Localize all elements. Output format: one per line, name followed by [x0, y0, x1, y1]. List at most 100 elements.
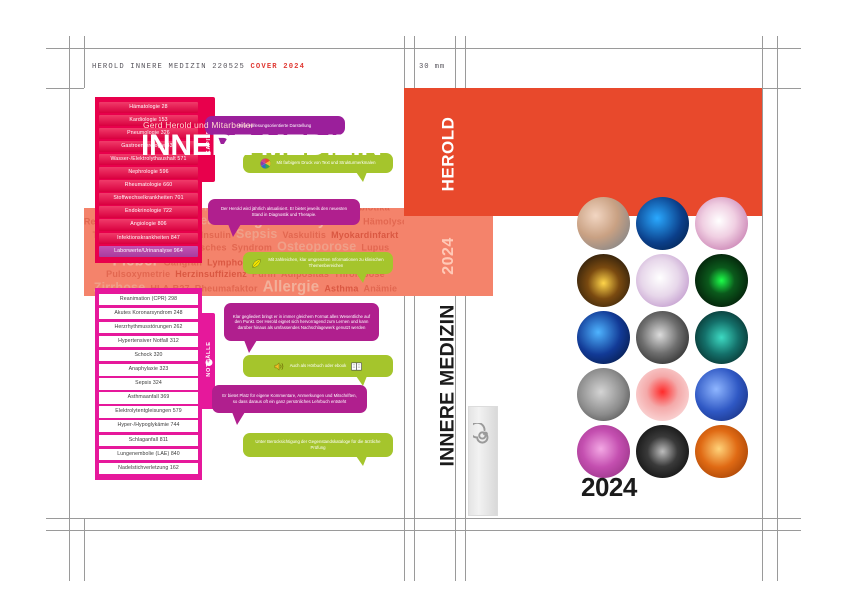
skin-lesion-photo [636, 368, 689, 421]
emergency-item[interactable]: Sepsis 324 [99, 377, 198, 390]
spine-year: 2024 [404, 218, 493, 294]
job-ticket-header: HEROLD INNERE MEDIZIN 220525 COVER 2024 [92, 60, 482, 74]
chapter-item[interactable]: Pneumologie 326 [99, 127, 198, 140]
child-xray-photo [577, 197, 630, 250]
feature-bubble-2-text: Mit farbigem Druck von Text und Struktur… [276, 160, 376, 166]
emergency-item[interactable]: Hypertensiver Notfall 312 [99, 334, 198, 348]
bubble-tail [356, 456, 367, 466]
bubble-tail [232, 412, 245, 425]
feature-bubble-8: Unter Berücksichtigung der Gegenstandska… [243, 433, 393, 466]
crop-mark-vertical [404, 36, 405, 581]
back-cover-word: Rheumafaktor [194, 282, 258, 294]
emergency-index-column[interactable]: Reanimation (CPR) 298 Akutes Koronarsyndr… [95, 288, 202, 480]
feature-bubble-7: Er bietet Platz für eigene Kommentare, A… [212, 385, 367, 425]
feature-bubble-4: Mit zahlreichen, klar umgrenzten Informa… [243, 252, 393, 283]
back-cover-word: Insulin [200, 229, 232, 240]
cover-layout: PanzytopenieKoronarsyndromCABGTelomerHyp… [84, 88, 762, 518]
chapter-item[interactable]: Kardiologie 153 [99, 114, 198, 127]
back-cover-word: Syndrom [231, 242, 273, 253]
emergency-item[interactable]: Schlaganfall 811 [99, 433, 198, 447]
back-cover-word: Vaskulitis [282, 229, 327, 240]
back-cover-word: Myokardinfarkt [331, 229, 399, 240]
spine-brand-text: HEROLD [438, 116, 458, 192]
crop-mark-vertical [777, 36, 778, 581]
feature-bubble-5: Klar gegliedert bringt er in immer gleic… [224, 303, 379, 353]
spine-year-text: 2024 [439, 237, 457, 275]
bubble-tail [356, 172, 367, 182]
histology-stain-micrograph [577, 425, 630, 478]
front-cover-author: Gerd Herold und Mitarbeiter [143, 120, 254, 130]
emergency-item[interactable]: Asthmaanfall 369 [99, 391, 198, 404]
feature-bubble-7-text: Er bietet Platz für eigene Kommentare, A… [222, 393, 357, 404]
feature-bubble-3-text: Der Herold wird jährlich aktualisiert. E… [220, 206, 348, 217]
feature-bubble-4-text: Mit zahlreichen, klar umgrenzten Informa… [268, 257, 384, 268]
xray-grayscale-image [577, 368, 630, 421]
book-icon [351, 361, 363, 372]
leaf-icon [251, 258, 262, 269]
feature-bubble-2: Mit farbigem Druck von Text und Struktur… [243, 153, 393, 182]
back-cover-word: Osteoporose [277, 239, 357, 254]
bubble-tail [356, 273, 367, 283]
feature-bubble-5-text: Klar gegliedert bringt er in immer gleic… [232, 313, 371, 330]
emergency-item[interactable]: Reanimation (CPR) 298 [99, 292, 198, 306]
chapter-item[interactable]: Laborwerte/Urinanalyse 964 [99, 245, 198, 258]
spine-title-text: INNERE MEDIZIN [437, 303, 459, 467]
feature-bubble-6: Auch als Hörbuch oder ebook [243, 355, 393, 386]
emergency-item[interactable]: Anaphylaxie 323 [99, 363, 198, 376]
front-cover-year: 2024 [581, 472, 637, 502]
job-ticket-cover: COVER [250, 63, 278, 71]
ecg-trace-image [695, 254, 748, 307]
back-cover-word: Hämolyse [363, 215, 404, 227]
ambulance-emergency-photo [577, 311, 630, 364]
spine-width-label: 30 mm [419, 63, 446, 71]
chapter-item[interactable]: Wasser-/Elektrolythaushalt 571 [99, 153, 198, 166]
chapter-item[interactable]: Nephrologie 596 [99, 167, 198, 179]
spine-brand: HEROLD [404, 104, 493, 204]
chapter-item[interactable]: Rheumatologie 660 [99, 180, 198, 192]
emergency-item[interactable]: Akutes Koronarsyndrom 248 [99, 306, 198, 320]
crop-mark-horizontal [46, 530, 801, 531]
emergency-item[interactable]: Nadelstichverletzung 162 [99, 461, 198, 475]
chapter-item[interactable]: Endokrinologie 722 [99, 206, 198, 218]
emergency-item[interactable]: Schock 320 [99, 348, 198, 362]
crop-mark-vertical [414, 36, 415, 581]
blood-smear-micrograph [695, 197, 748, 250]
chapter-item[interactable]: Gastroenterologie 432 [99, 140, 198, 153]
emergency-item[interactable]: Herzrhythmusstörungen 262 [99, 320, 198, 334]
back-cover-word: Sepsis [236, 225, 278, 241]
ultrasound-doppler-image [577, 254, 630, 307]
bacteria-micrograph [636, 197, 689, 250]
spiral-icon [473, 423, 489, 444]
job-ticket-name: HEROLD INNERE MEDIZIN 220525 [92, 63, 251, 71]
feature-bubble-6-text: Auch als Hörbuch oder ebook [289, 363, 347, 369]
emergency-tab[interactable]: NOTFÄLLE + [202, 313, 215, 409]
front-cover-image-grid [577, 197, 753, 487]
crop-mark-vertical [465, 36, 466, 581]
chapter-item[interactable]: Angiologie 806 [99, 219, 198, 231]
crop-mark-vertical [69, 36, 70, 581]
crop-mark-horizontal [46, 518, 801, 519]
front-cover-title: INNERE MEDIZIN [141, 129, 382, 162]
back-cover-word: Lupus [361, 242, 390, 253]
emergency-item[interactable]: Lungenembolie (LAE) 840 [99, 447, 198, 461]
chapter-item[interactable]: Hämatologie 28 [99, 101, 198, 114]
front-cover-panel [493, 88, 762, 216]
emergency-item[interactable]: Elektrolytentgleisungen 579 [99, 405, 198, 418]
chapter-index-column[interactable]: Hämatologie 28 Kardiologie 153 Pneumologie… [95, 97, 202, 263]
chapter-item[interactable]: Stoffwechselkrankheiten 701 [99, 193, 198, 205]
back-cover-word: HLA-B27 [150, 283, 189, 295]
back-cover-word: Pulsoxymetrie [106, 268, 171, 279]
back-cover-word: Anämie [363, 282, 398, 294]
chapter-item[interactable]: Infektionskrankheiten 847 [99, 232, 198, 245]
surgery-procedure-photo [695, 368, 748, 421]
job-ticket-year: 2024 [277, 63, 306, 71]
back-cover-word: Herzinsuffizienz [175, 268, 247, 279]
plus-circle-icon: + [205, 359, 212, 367]
crop-mark-vertical [455, 36, 456, 581]
spine-top-panel [404, 88, 493, 216]
emergency-item[interactable]: Hyper-/Hypoglykämie 744 [99, 419, 198, 432]
bubble-tail [228, 224, 241, 237]
crop-mark-vertical [762, 36, 763, 581]
color-wheel-icon [260, 157, 272, 169]
